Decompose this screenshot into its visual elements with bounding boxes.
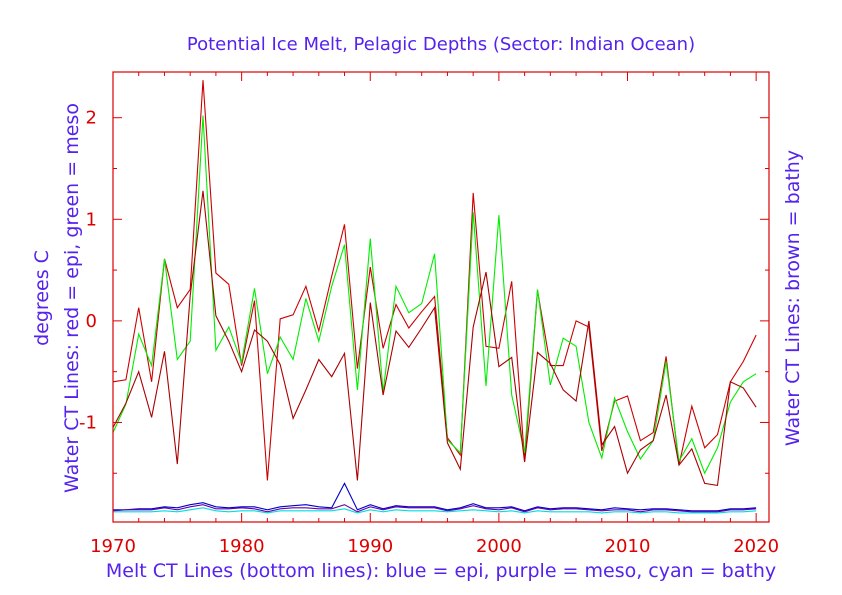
x-tick-label: 1970 <box>90 536 136 557</box>
x-axis-label: Melt CT Lines (bottom lines): blue = epi… <box>106 560 776 582</box>
y-tick-label: 2 <box>86 108 97 129</box>
x-tick-label: 2010 <box>605 536 651 557</box>
y-tick-label: -1 <box>79 412 97 433</box>
series-line-cyan <box>113 507 757 514</box>
chart-title: Potential Ice Melt, Pelagic Depths (Sect… <box>187 34 695 55</box>
tick-layer: 1970 1980 1990 2000 2010 2020 -1 0 1 2 <box>79 72 779 557</box>
series-line-green <box>112 115 757 475</box>
series-layer <box>112 80 757 514</box>
x-tick-label: 2020 <box>733 536 779 557</box>
y-axis-label-right: Water CT Lines: brown = bathy <box>782 150 804 446</box>
y-axis-label-line2: Water CT Lines: red = epi, green = meso <box>61 103 83 493</box>
y-tick-label: 0 <box>86 311 97 332</box>
series-line-blue <box>113 482 757 512</box>
x-tick-label: 1980 <box>219 536 265 557</box>
series-line-purple <box>112 504 757 513</box>
x-tick-label: 2000 <box>476 536 522 557</box>
series-line-brown <box>112 190 757 487</box>
plot-frame <box>112 71 770 523</box>
y-axis-label-line1: degrees C <box>31 250 53 346</box>
series-line-red <box>112 80 757 481</box>
y-tick-label: 1 <box>86 209 97 230</box>
x-tick-label: 1990 <box>347 536 393 557</box>
